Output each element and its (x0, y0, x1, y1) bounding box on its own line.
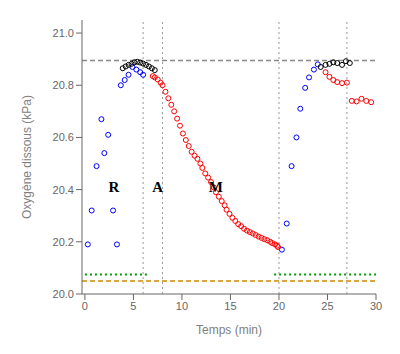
svg-text:M: M (209, 179, 223, 195)
svg-text:20.2: 20.2 (53, 236, 74, 248)
svg-text:20.0: 20.0 (53, 288, 74, 300)
svg-text:Temps (min): Temps (min) (196, 323, 262, 337)
svg-text:R: R (109, 179, 120, 195)
svg-text:0: 0 (82, 300, 88, 312)
svg-text:A: A (152, 179, 163, 195)
svg-text:21.0: 21.0 (53, 27, 74, 39)
svg-text:20.6: 20.6 (53, 131, 74, 143)
svg-text:20.4: 20.4 (53, 184, 74, 196)
svg-text:15: 15 (224, 300, 236, 312)
svg-text:5: 5 (130, 300, 136, 312)
svg-text:10: 10 (176, 300, 188, 312)
svg-text:Oxygène dissous (kPa): Oxygène dissous (kPa) (20, 95, 34, 219)
svg-text:30: 30 (370, 300, 382, 312)
svg-text:25: 25 (321, 300, 333, 312)
svg-text:20: 20 (273, 300, 285, 312)
svg-text:20.8: 20.8 (53, 79, 74, 91)
